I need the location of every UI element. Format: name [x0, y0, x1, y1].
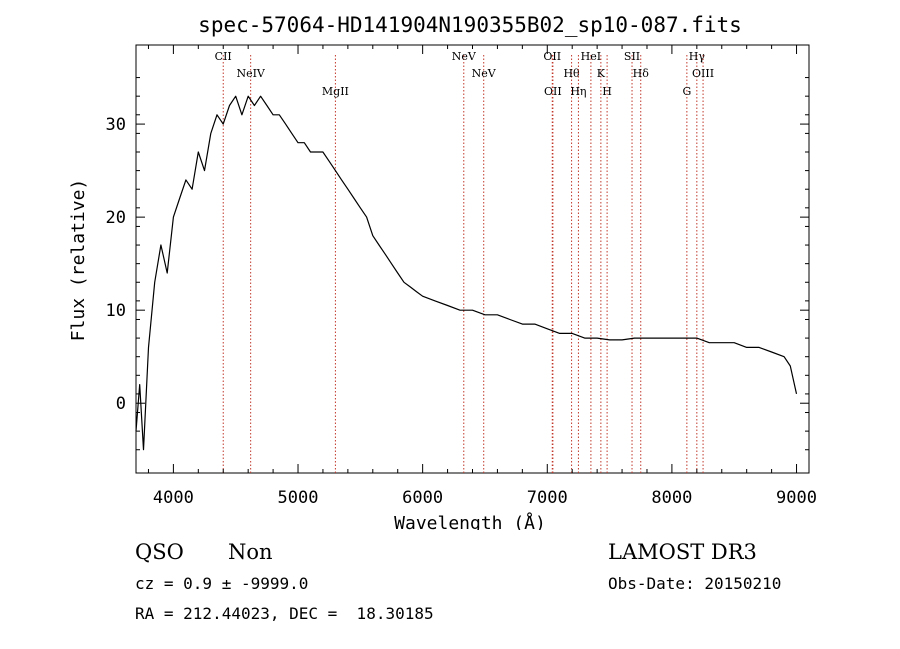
object-subclass: Non	[228, 540, 273, 564]
line-label: NeV	[472, 67, 497, 80]
chart-title: spec-57064-HD141904N190355B02_sp10-087.f…	[198, 13, 742, 37]
x-tick-label: 4000	[153, 488, 194, 508]
y-tick-label: 20	[106, 208, 126, 228]
line-label: NeV	[452, 50, 477, 63]
spectrum-chart: spec-57064-HD141904N190355B02_sp10-087.f…	[68, 13, 817, 530]
line-label: Hθ	[563, 67, 580, 80]
spectrum-series	[135, 95, 798, 451]
x-tick-label: 7000	[527, 488, 568, 508]
line-label: MgII	[322, 85, 349, 98]
y-tick-label: 0	[116, 394, 126, 414]
x-axis-label: Wavelength (Å)	[394, 512, 546, 530]
line-label: Hδ	[633, 67, 650, 80]
redshift-text: cz = 0.9 ± -9999.0	[135, 574, 309, 593]
y-tick-label: 10	[106, 301, 126, 321]
line-label: G	[682, 85, 691, 98]
object-class: QSO	[135, 540, 184, 564]
y-axis-label: Flux (relative)	[68, 179, 89, 342]
axis-ticks: 4000 5000 6000 7000 8000 9000 0 10 20 30	[106, 45, 817, 508]
line-label: HeI	[581, 50, 601, 63]
line-label: NeIV	[236, 67, 265, 80]
line-label: OIII	[692, 67, 714, 80]
x-tick-label: 6000	[402, 488, 443, 508]
line-label: OII	[544, 85, 562, 98]
y-tick-label: 30	[106, 115, 126, 135]
line-label: Hη	[570, 85, 586, 98]
line-label: SII	[624, 50, 640, 63]
line-label: H	[602, 85, 612, 98]
x-tick-label: 8000	[651, 488, 692, 508]
survey-name: LAMOST DR3	[608, 540, 757, 564]
coordinates-text: RA = 212.44023, DEC = 18.30185	[135, 604, 434, 623]
obs-date-text: Obs-Date: 20150210	[608, 574, 782, 593]
line-label: OII	[543, 50, 561, 63]
line-label: K	[597, 67, 606, 80]
x-tick-label: 5000	[278, 488, 319, 508]
line-label: Hγ	[689, 50, 706, 63]
plot-frame	[135, 44, 810, 474]
line-label: CII	[215, 50, 232, 63]
spectrum-line	[135, 95, 798, 451]
x-tick-label: 9000	[776, 488, 817, 508]
